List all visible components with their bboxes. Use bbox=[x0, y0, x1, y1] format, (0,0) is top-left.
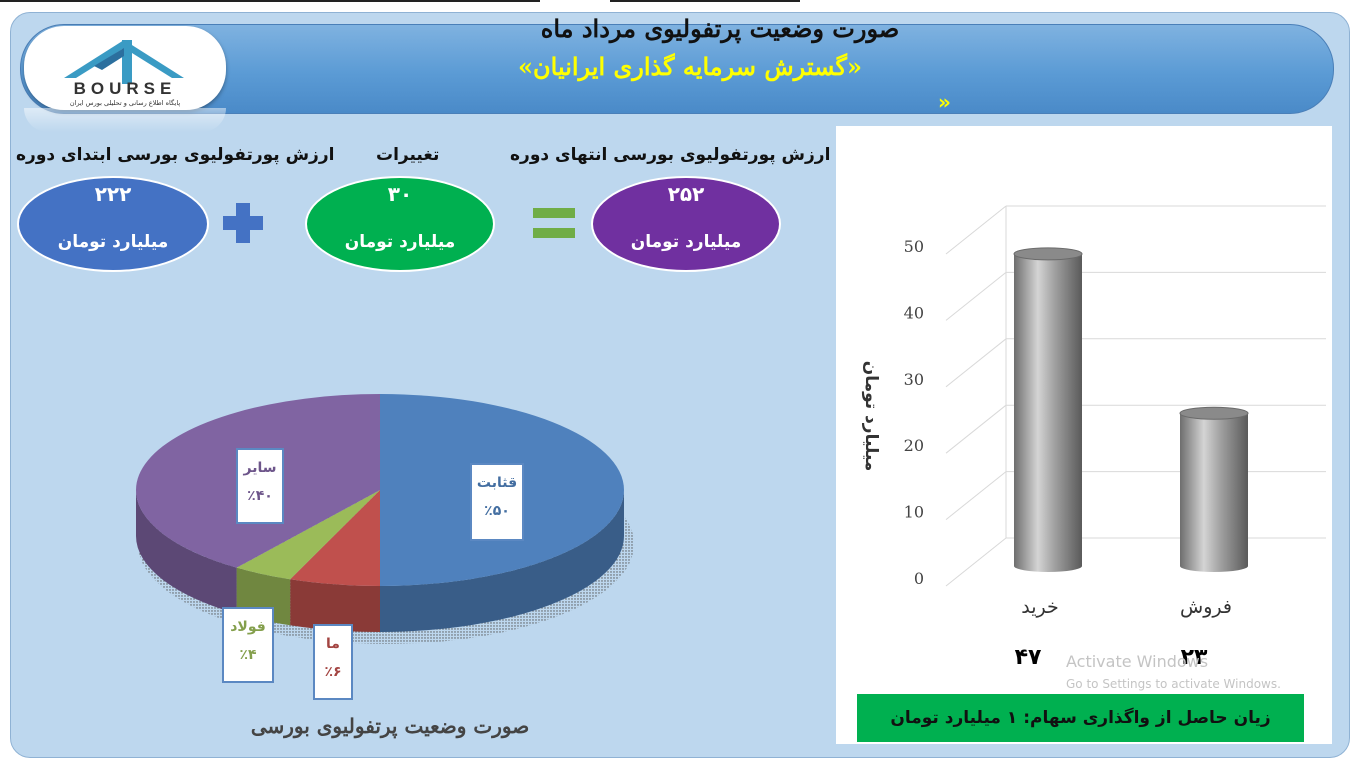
stray-quote: » bbox=[938, 90, 951, 114]
top-border-line-right bbox=[610, 0, 800, 2]
grid-diag-0 bbox=[945, 537, 1007, 587]
grid-diag-1 bbox=[945, 471, 1007, 520]
pie-label-name: قثابت bbox=[476, 475, 518, 491]
end-value: ۲۵۲ bbox=[667, 182, 705, 206]
logo-tagline: پایگاه اطلاع رسانی و تحلیلی بورس ایران bbox=[70, 99, 181, 107]
x-category-1: فروش bbox=[1180, 596, 1232, 618]
logo-reflection bbox=[24, 108, 226, 132]
buy-sell-bar-chart: 0 10 20 30 40 50 میلیارد تومان خرید ۴۷ فروش ۲۳ bbox=[861, 205, 1326, 670]
start-value-label: ارزش پورتفولیوی بورسی ابتدای دوره bbox=[16, 145, 335, 165]
start-value-ellipse: ۲۲۲ میلیارد تومان bbox=[17, 176, 209, 272]
x-category-0: خرید bbox=[1021, 596, 1059, 618]
top-border-line-left bbox=[0, 0, 540, 2]
grid-diag-4 bbox=[945, 272, 1007, 321]
y-tick-1: 10 bbox=[904, 503, 924, 522]
y-axis-label: میلیارد تومان bbox=[861, 361, 881, 472]
y-tick-3: 30 bbox=[904, 370, 924, 389]
company-name: «گسترش سرمایه گذاری ایرانیان» bbox=[518, 52, 862, 81]
logo-mark: BOURSE پایگاه اطلاع رسانی و تحلیلی بورس … bbox=[64, 40, 184, 107]
end-value-label: ارزش پورتفولیوی بورسی انتهای دوره bbox=[510, 145, 831, 165]
pie-label-0: قثابت ٪۵۰ bbox=[470, 463, 524, 541]
pie-label-name: ما bbox=[326, 636, 340, 652]
pie-label-3: سایر ٪۴۰ bbox=[236, 448, 284, 524]
activate-windows-hint: Go to Settings to activate Windows. bbox=[1066, 677, 1281, 691]
pie-chart-title: صورت وضعیت پرتفولیوی بورسی bbox=[250, 714, 530, 738]
pie-label-percent: ٪۴۰ bbox=[247, 488, 273, 504]
y-tick-0: 0 bbox=[914, 569, 924, 588]
y-tick-2: 20 bbox=[904, 436, 924, 455]
bar-chart-panel: 0 10 20 30 40 50 میلیارد تومان خرید ۴۷ فروش ۲۳ bbox=[836, 126, 1332, 744]
pie-side-3 bbox=[136, 490, 237, 614]
start-value-unit: میلیارد تومان bbox=[57, 232, 169, 252]
pie-side-1 bbox=[290, 579, 380, 632]
bar-1 bbox=[1180, 413, 1248, 572]
grid-diag-5 bbox=[945, 205, 1007, 255]
pie-label-name: فولاد bbox=[230, 619, 266, 635]
bar-value-label-1: ۲۳ bbox=[1181, 645, 1208, 670]
activate-windows-title: Activate Windows bbox=[1066, 652, 1209, 671]
bar-value-label-0: ۴۷ bbox=[1015, 645, 1042, 670]
end-value-ellipse: ۲۵۲ میلیارد تومان bbox=[591, 176, 781, 272]
change-ellipse: ۳۰ میلیارد تومان bbox=[305, 176, 495, 272]
pie-slice-2 bbox=[236, 490, 380, 580]
bar-cap-0 bbox=[1013, 247, 1083, 261]
page-title: صورت وضعیت پرتفولیوی مرداد ماه bbox=[540, 14, 900, 43]
grid-diag-3 bbox=[945, 338, 1007, 388]
pie-label-2: فولاد ٪۴ bbox=[222, 607, 274, 683]
start-value: ۲۲۲ bbox=[94, 182, 132, 206]
portfolio-pie-chart bbox=[135, 394, 634, 644]
end-value-unit: میلیارد تومان bbox=[630, 232, 742, 252]
pie-side-0 bbox=[380, 490, 624, 632]
change-value-unit: میلیارد تومان bbox=[344, 232, 456, 252]
bar-0 bbox=[1014, 253, 1082, 573]
change-value: ۳۰ bbox=[387, 182, 413, 206]
pie-label-percent: ٪۴ bbox=[239, 647, 257, 663]
pie-label-1: ما ٪۶ bbox=[313, 624, 353, 700]
logo-brand: BOURSE bbox=[74, 79, 177, 98]
pie-label-percent: ٪۶ bbox=[324, 664, 342, 680]
y-tick-4: 40 bbox=[904, 303, 924, 322]
y-tick-5: 50 bbox=[904, 237, 924, 256]
pie-slice-1 bbox=[290, 490, 380, 586]
logo: BOURSE پایگاه اطلاع رسانی و تحلیلی بورس … bbox=[24, 26, 226, 110]
grid-diag-2 bbox=[945, 404, 1007, 454]
pie-label-name: سایر bbox=[243, 460, 277, 476]
bar-cap-1 bbox=[1179, 406, 1249, 420]
loss-note: زیان حاصل از واگذاری سهام: ۱ میلیارد توم… bbox=[857, 694, 1304, 742]
header-banner bbox=[20, 24, 1334, 114]
change-label: تغییرات bbox=[376, 145, 440, 165]
pie-label-percent: ٪۵۰ bbox=[484, 503, 510, 519]
